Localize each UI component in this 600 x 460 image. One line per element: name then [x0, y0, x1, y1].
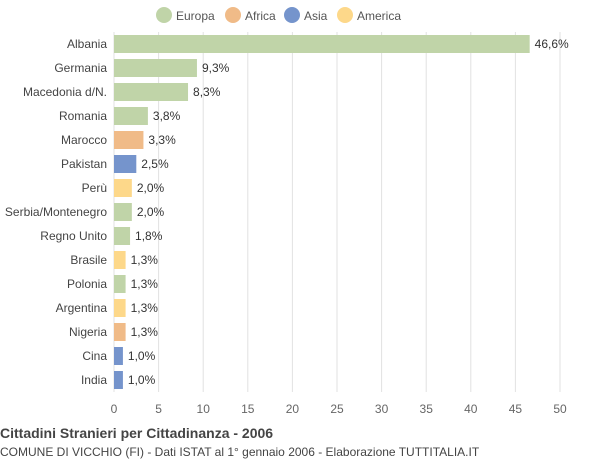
bar	[114, 179, 132, 197]
legend-entry: Europa	[176, 9, 215, 23]
bar	[114, 227, 131, 245]
x-tick-label: 20	[286, 402, 300, 416]
value-label: 8,3%	[193, 85, 221, 99]
category-label: Cina	[82, 349, 107, 363]
legend-swatch	[156, 7, 172, 23]
bar	[114, 323, 126, 341]
x-tick-label: 45	[509, 402, 523, 416]
category-label: Argentina	[56, 301, 108, 315]
category-label: Nigeria	[69, 325, 107, 339]
category-label: Perù	[82, 181, 107, 195]
bars: Albania 46,6% Germania 9,3% Macedonia d/N. 8,…	[5, 35, 569, 389]
x-tick-label: 35	[420, 402, 434, 416]
value-label: 1,0%	[128, 373, 156, 387]
value-label: 2,5%	[141, 157, 169, 171]
value-label: 3,8%	[153, 109, 181, 123]
x-tick-label: 5	[155, 402, 162, 416]
bar	[114, 107, 148, 125]
x-tick-label: 50	[553, 402, 567, 416]
category-label: Pakistan	[61, 157, 107, 171]
x-tick-label: 40	[464, 402, 478, 416]
category-label: Romania	[59, 109, 107, 123]
bar	[114, 299, 126, 317]
category-label: Regno Unito	[40, 229, 107, 243]
x-tick-label: 25	[330, 402, 344, 416]
legend: Europa Africa Asia America	[156, 7, 401, 23]
bar	[114, 59, 197, 77]
chart-title: Cittadini Stranieri per Cittadinanza - 2…	[0, 425, 274, 441]
value-label: 9,3%	[202, 61, 230, 75]
bar-chart: Europa Africa Asia America Albania 46,6% Germ…	[5, 7, 569, 416]
value-label: 46,6%	[535, 37, 569, 51]
value-label: 1,3%	[131, 301, 159, 315]
legend-swatch	[225, 7, 241, 23]
x-tick-label: 30	[375, 402, 389, 416]
value-label: 2,0%	[137, 181, 165, 195]
legend-swatch	[284, 7, 300, 23]
x-tick-label: 15	[241, 402, 255, 416]
x-tick-label: 10	[197, 402, 211, 416]
value-label: 3,3%	[148, 133, 176, 147]
category-label: India	[81, 373, 107, 387]
value-label: 1,3%	[131, 277, 159, 291]
value-label: 1,3%	[131, 253, 159, 267]
bar	[114, 275, 126, 293]
category-label: Marocco	[61, 133, 107, 147]
bar	[114, 251, 126, 269]
category-label: Brasile	[70, 253, 107, 267]
bar	[114, 155, 137, 173]
category-label: Macedonia d/N.	[23, 85, 107, 99]
bar	[114, 131, 144, 149]
legend-swatch	[337, 7, 353, 23]
bar	[114, 203, 132, 221]
bar	[114, 83, 189, 101]
legend-entry: Asia	[304, 9, 328, 23]
x-axis-ticks: 0 5 10 15 20 25 30 35 40 45 50	[111, 402, 567, 416]
category-label: Germania	[54, 61, 107, 75]
category-label: Serbia/Montenegro	[5, 205, 107, 219]
category-label: Albania	[67, 37, 107, 51]
value-label: 1,3%	[131, 325, 159, 339]
bar	[114, 35, 530, 53]
legend-entry: America	[357, 9, 401, 23]
value-label: 1,8%	[135, 229, 163, 243]
x-tick-label: 0	[111, 402, 118, 416]
chart-subtitle: COMUNE DI VICCHIO (FI) - Dati ISTAT al 1…	[0, 445, 480, 459]
category-label: Polonia	[67, 277, 107, 291]
value-label: 1,0%	[128, 349, 156, 363]
bar	[114, 347, 123, 365]
legend-entry: Africa	[245, 9, 276, 23]
bar	[114, 371, 123, 389]
value-label: 2,0%	[137, 205, 165, 219]
